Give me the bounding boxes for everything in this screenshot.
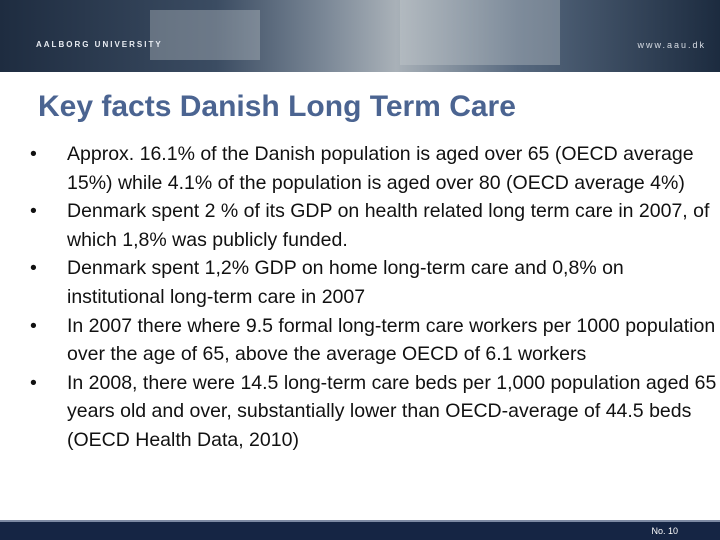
slide-title: Key facts Danish Long Term Care (38, 90, 516, 123)
bullet-item: In 2007 there where 9.5 formal long-term… (30, 312, 720, 369)
bullet-list: Approx. 16.1% of the Danish population i… (30, 140, 720, 455)
bullet-item: Denmark spent 2 % of its GDP on health r… (30, 197, 720, 254)
header-banner: AALBORG UNIVERSITY www.aau.dk (0, 0, 720, 72)
footer-bar: No. 10 (0, 520, 720, 540)
bullet-item: In 2008, there were 14.5 long-term care … (30, 369, 720, 455)
page-number: No. 10 (651, 526, 678, 536)
banner-photo (150, 10, 260, 60)
banner-photo (400, 0, 560, 65)
logo-text: AALBORG UNIVERSITY (36, 40, 163, 49)
bullet-item: Approx. 16.1% of the Danish population i… (30, 140, 720, 197)
bullet-item: Denmark spent 1,2% GDP on home long-term… (30, 254, 720, 311)
url-text: www.aau.dk (637, 40, 706, 50)
